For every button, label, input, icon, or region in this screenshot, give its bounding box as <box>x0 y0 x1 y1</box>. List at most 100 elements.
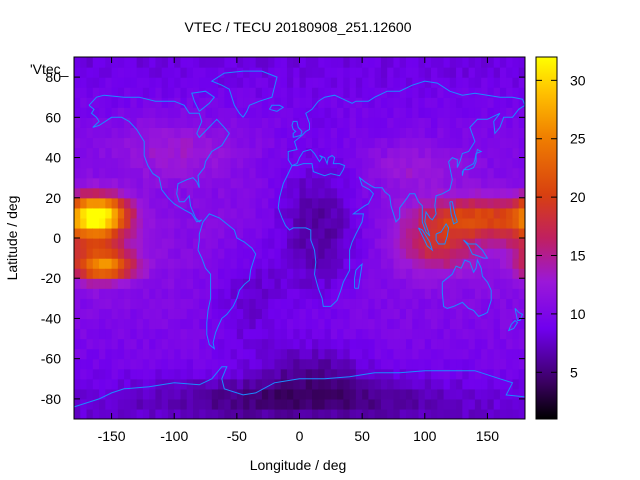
heatmap-cell <box>174 127 182 139</box>
heatmap-cell <box>474 308 482 320</box>
heatmap-cell <box>437 157 445 169</box>
heatmap-cell <box>161 298 169 309</box>
heatmap-cell <box>318 358 326 370</box>
heatmap-cell <box>236 107 244 118</box>
heatmap-cell <box>481 157 489 169</box>
heatmap-cell <box>518 137 525 149</box>
heatmap-cell <box>99 268 106 279</box>
heatmap-cell <box>318 238 326 249</box>
heatmap-cell <box>186 167 194 179</box>
heatmap-cell <box>124 298 131 309</box>
heatmap-cell <box>474 378 482 390</box>
heatmap-cell <box>518 177 525 189</box>
heatmap-cell <box>155 238 163 249</box>
heatmap-cell <box>437 398 445 410</box>
heatmap-cell <box>343 238 351 249</box>
heatmap-cell <box>387 278 395 289</box>
heatmap-cell <box>236 187 244 199</box>
heatmap-cell <box>380 107 388 118</box>
heatmap-cell <box>418 238 426 249</box>
heatmap-cell <box>418 67 426 78</box>
heatmap-cell <box>211 197 219 209</box>
heatmap-cell <box>105 107 113 118</box>
heatmap-cell <box>130 217 138 229</box>
heatmap-cell <box>167 268 175 279</box>
heatmap-cell <box>399 97 407 108</box>
heatmap-cell <box>399 378 407 390</box>
heatmap-cell <box>387 77 395 88</box>
heatmap-cell <box>449 358 457 370</box>
heatmap-cell <box>355 378 363 390</box>
heatmap-cell <box>149 227 157 239</box>
heatmap-cell <box>412 338 420 350</box>
heatmap-cell <box>105 378 113 390</box>
heatmap-cell <box>86 398 94 410</box>
heatmap-cell <box>330 278 338 289</box>
heatmap-cell <box>437 97 445 108</box>
heatmap-cell <box>380 127 388 139</box>
heatmap-cell <box>161 338 169 350</box>
heatmap-cell <box>305 238 313 249</box>
heatmap-cell <box>149 348 157 360</box>
heatmap-cell <box>80 87 88 98</box>
heatmap-cell <box>99 197 106 209</box>
heatmap-cell <box>337 97 344 108</box>
heatmap-cell <box>512 207 520 219</box>
heatmap-cell <box>493 207 501 219</box>
heatmap-cell <box>462 127 470 139</box>
heatmap-cell <box>431 258 438 269</box>
heatmap-cell <box>362 87 369 98</box>
heatmap-cell <box>180 388 188 400</box>
heatmap-cell <box>493 338 501 350</box>
heatmap-cell <box>186 278 194 289</box>
heatmap-cell <box>124 77 131 88</box>
heatmap-cell <box>117 177 125 189</box>
heatmap-cell <box>136 258 144 269</box>
heatmap-cell <box>412 298 420 309</box>
heatmap-cell <box>312 318 319 330</box>
coastlines <box>74 70 525 408</box>
coastline-philippines <box>449 201 458 225</box>
heatmap-cell <box>261 368 269 380</box>
heatmap-cell <box>186 217 194 229</box>
heatmap-cell <box>255 358 263 370</box>
heatmap-cell <box>493 217 501 229</box>
heatmap-cell <box>186 358 194 370</box>
heatmap-cell <box>255 147 263 159</box>
heatmap-cell <box>337 318 344 330</box>
heatmap-cell <box>362 408 369 419</box>
heatmap-cell <box>487 278 495 289</box>
heatmap-cell <box>268 318 276 330</box>
heatmap-cell <box>380 308 388 320</box>
heatmap-cell <box>431 338 438 350</box>
heatmap-cell <box>493 368 501 380</box>
heatmap-cell <box>405 97 413 108</box>
heatmap-cell <box>286 288 294 299</box>
heatmap-cell <box>218 398 225 410</box>
heatmap-cell <box>99 67 106 78</box>
heatmap-cell <box>437 318 445 330</box>
heatmap-cell <box>405 167 413 179</box>
heatmap-cell <box>286 67 294 78</box>
heatmap-cell <box>105 298 113 309</box>
heatmap-cell <box>249 217 257 229</box>
heatmap-cell <box>80 338 88 350</box>
heatmap-cell <box>205 107 213 118</box>
heatmap-cell <box>374 248 382 259</box>
heatmap-cell <box>305 408 313 419</box>
heatmap-cell <box>105 207 113 219</box>
heatmap-cell <box>249 368 257 380</box>
heatmap-cell <box>499 77 507 88</box>
heatmap-cell <box>180 308 188 320</box>
heatmap-cell <box>418 217 426 229</box>
heatmap-cell <box>487 318 495 330</box>
colorbar-tick-label: 20 <box>570 189 586 205</box>
heatmap-cell <box>424 278 432 289</box>
heatmap-cell <box>74 197 81 209</box>
heatmap-cell <box>293 288 301 299</box>
heatmap-cell <box>456 177 463 189</box>
heatmap-cell <box>456 358 463 370</box>
heatmap-cell <box>456 338 463 350</box>
heatmap-cell <box>506 248 514 259</box>
heatmap-cell <box>136 288 144 299</box>
